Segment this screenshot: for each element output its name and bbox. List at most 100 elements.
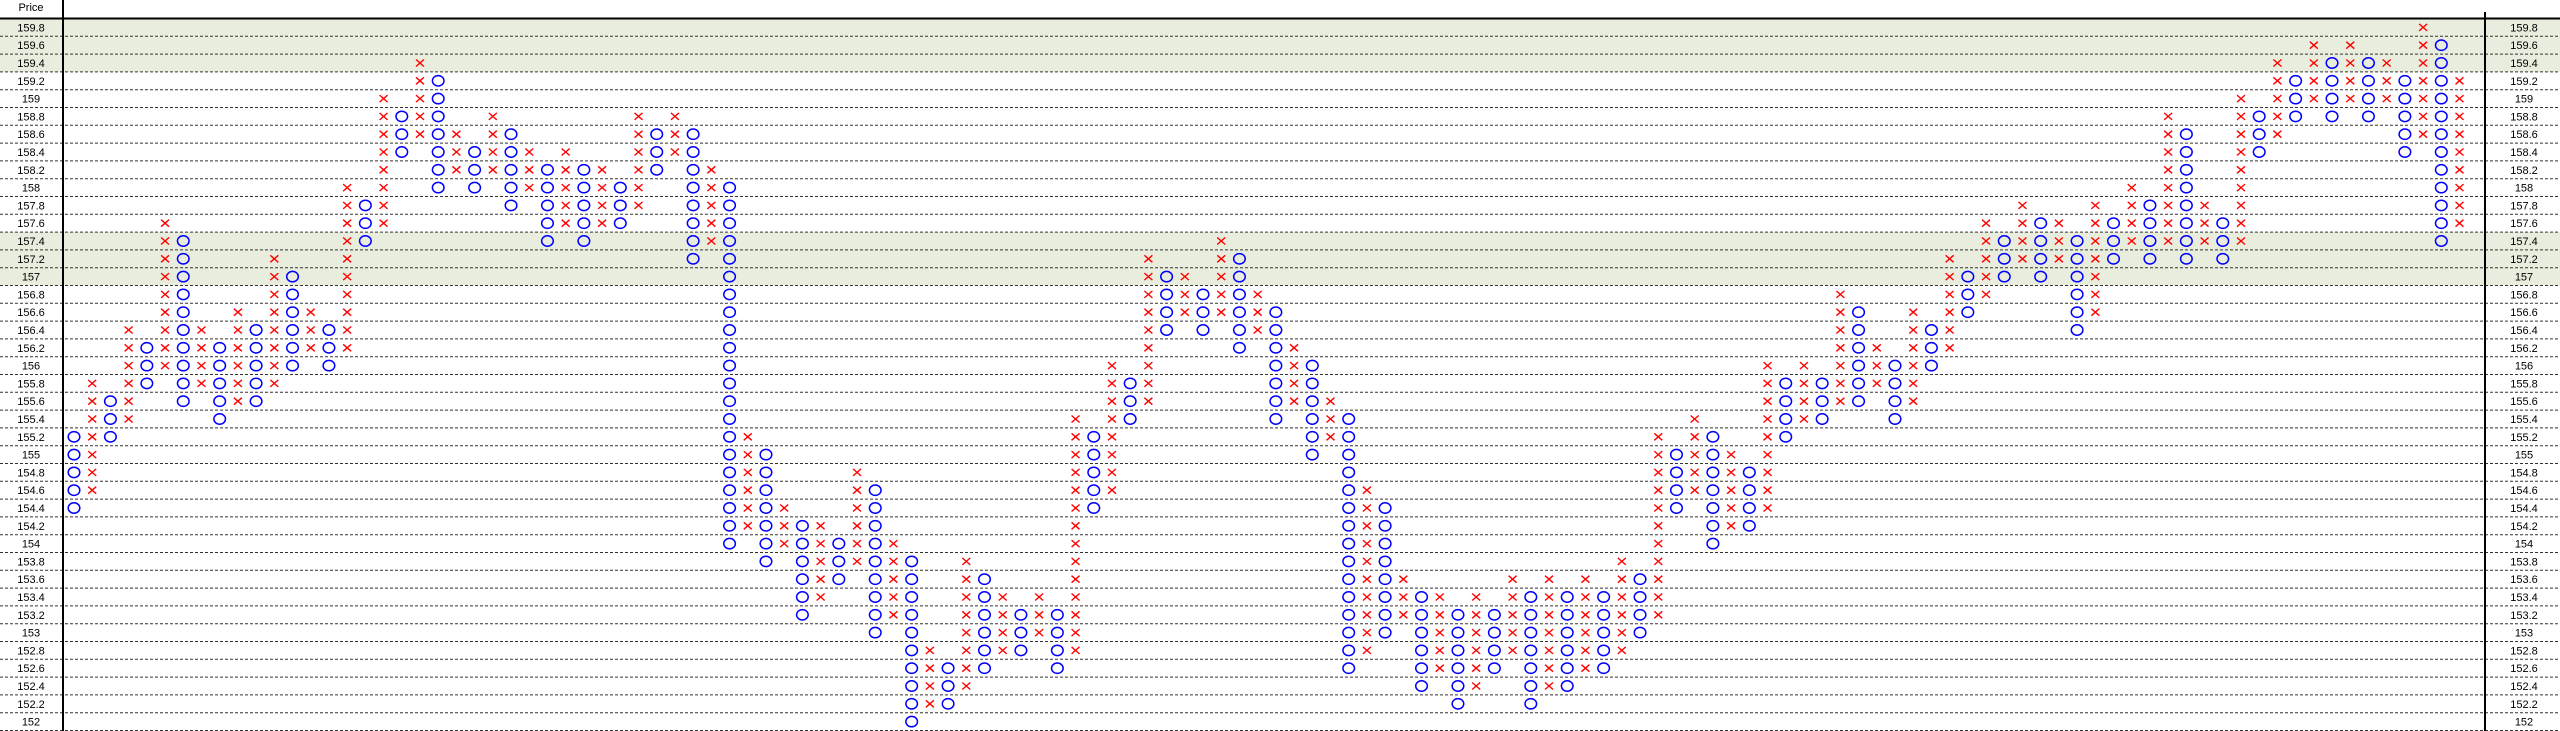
x-mark (2382, 94, 2392, 103)
o-column (1342, 413, 1356, 675)
right-tick-label: 158.2 (2510, 165, 2538, 177)
x-mark (2418, 23, 2428, 32)
x-mark (925, 681, 935, 691)
o-mark (1378, 537, 1392, 550)
o-mark (2070, 270, 2084, 283)
x-column (1326, 397, 1335, 441)
o-mark (723, 430, 737, 443)
x-mark (488, 130, 498, 139)
o-mark (613, 181, 627, 194)
o-column (2252, 110, 2266, 158)
x-mark (1143, 343, 1153, 352)
o-mark (1633, 608, 1647, 621)
o-column (1997, 235, 2011, 283)
x-mark (87, 414, 97, 424)
x-mark (1908, 397, 1918, 406)
o-mark (1997, 252, 2011, 265)
o-mark (1997, 270, 2011, 283)
o-column (2216, 217, 2230, 265)
x-column (2272, 58, 2282, 139)
x-mark (597, 219, 607, 228)
o-mark (1160, 270, 1174, 283)
o-mark (759, 466, 773, 479)
x-mark (379, 183, 389, 192)
o-mark (2179, 235, 2193, 247)
o-mark (1305, 413, 1319, 425)
o-mark (2106, 217, 2121, 230)
x-mark (1216, 236, 1226, 246)
o-mark (2070, 235, 2084, 247)
x-mark (160, 343, 170, 352)
x-mark (961, 557, 971, 566)
o-mark (176, 395, 190, 408)
o-column (1414, 591, 1429, 692)
o-mark (1050, 608, 1064, 621)
o-mark (1342, 484, 1356, 497)
x-mark (1326, 414, 1335, 424)
x-column (961, 557, 971, 691)
left-tick-label: 156.2 (17, 343, 45, 355)
x-mark (233, 361, 243, 370)
x-mark (888, 557, 898, 566)
x-mark (1071, 450, 1081, 459)
x-mark (2090, 219, 2100, 228)
o-mark (723, 377, 737, 390)
x-mark (1544, 592, 1554, 602)
x-mark (561, 201, 571, 210)
o-mark (1087, 502, 1101, 514)
o-mark (2361, 74, 2376, 87)
x-mark (1945, 308, 1955, 317)
x-mark (451, 165, 461, 174)
o-column (2070, 235, 2084, 336)
o-mark (1451, 608, 1465, 621)
o-column (1232, 252, 1246, 354)
o-mark (1815, 413, 1829, 425)
x-mark (524, 147, 534, 157)
x-mark (961, 628, 971, 637)
o-mark (2143, 252, 2157, 265)
x-mark (1653, 503, 1663, 513)
x-mark (1908, 379, 1918, 388)
left-tick-label: 159.6 (17, 40, 45, 52)
o-mark (723, 199, 737, 212)
o-mark (504, 146, 518, 158)
o-mark (431, 74, 445, 87)
o-mark (1378, 555, 1392, 568)
o-mark (1706, 430, 1720, 443)
x-mark (1180, 290, 1190, 299)
x-mark (415, 94, 425, 103)
o-mark (868, 608, 882, 621)
o-column (1050, 608, 1064, 675)
x-mark (1726, 503, 1736, 513)
o-mark (905, 591, 919, 603)
o-column (395, 110, 409, 158)
x-mark (2163, 165, 2173, 174)
o-mark (1669, 484, 1684, 497)
o-mark (1669, 502, 1684, 514)
o-mark (468, 163, 482, 176)
o-mark (2179, 252, 2193, 265)
x-mark (706, 219, 716, 228)
left-tick-label: 157.4 (17, 236, 45, 248)
o-mark (1597, 662, 1611, 675)
x-mark (1362, 486, 1372, 495)
x-mark (670, 130, 680, 139)
x-mark (1835, 290, 1845, 299)
o-mark (723, 484, 737, 497)
o-column (1487, 608, 1501, 675)
o-mark (1196, 324, 1210, 336)
o-mark (905, 715, 919, 728)
x-mark (743, 432, 753, 441)
o-mark (213, 413, 227, 425)
x-column (2163, 112, 2173, 246)
o-mark (2179, 128, 2193, 141)
x-mark (2455, 130, 2464, 139)
o-mark (1560, 644, 1574, 657)
x-mark (779, 521, 789, 530)
o-mark (1414, 591, 1429, 603)
o-mark (1560, 591, 1574, 603)
o-mark (1742, 519, 1756, 532)
x-mark (1544, 646, 1554, 655)
x-column (342, 183, 352, 352)
x-mark (124, 414, 134, 424)
